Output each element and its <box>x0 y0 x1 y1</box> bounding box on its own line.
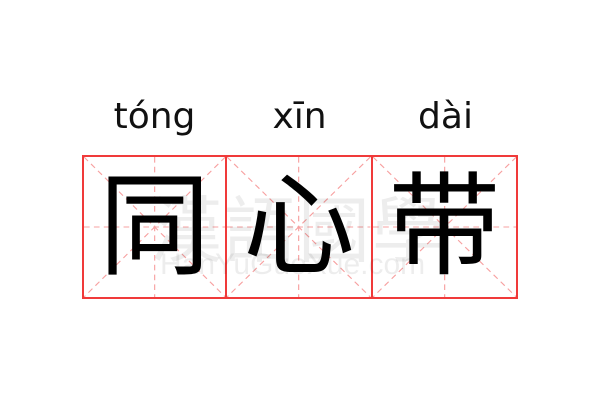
hanzi-3: 带 <box>388 162 501 292</box>
pinyin-2: xīn <box>272 96 327 137</box>
character-cell-2: 心 <box>227 155 373 299</box>
guide-lines <box>84 157 226 297</box>
pinyin-3: dài <box>418 96 473 137</box>
character-cell-3: 带 <box>372 155 518 299</box>
character-cell-1: 同 <box>82 155 228 299</box>
guide-lines <box>227 157 371 297</box>
pinyin-1: tóng <box>113 96 196 137</box>
guide-lines <box>372 157 516 297</box>
hanzi-2: 心 <box>242 162 355 292</box>
hanzi-1: 同 <box>98 162 211 292</box>
character-grid: 同 心 带 <box>82 155 518 299</box>
